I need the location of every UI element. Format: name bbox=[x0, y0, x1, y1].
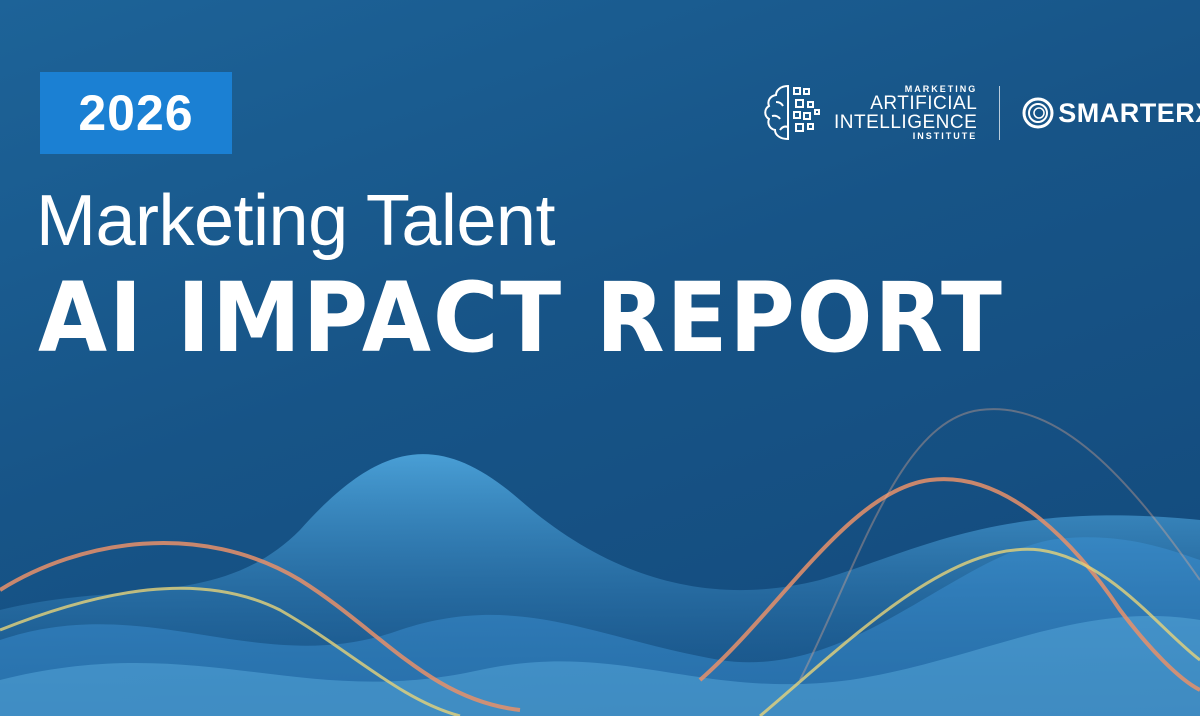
maii-logo: MARKETING ARTIFICIAL INTELLIGENCE INSTIT… bbox=[760, 80, 977, 146]
brain-icon bbox=[764, 84, 820, 141]
title-line-1: Marketing Talent bbox=[36, 181, 555, 261]
wave-orange bbox=[0, 477, 1200, 712]
decorative-waves bbox=[0, 408, 1200, 716]
maii-small-top: MARKETING bbox=[904, 84, 978, 94]
wave-blue-1 bbox=[0, 454, 1200, 716]
wave-faint-orange bbox=[799, 408, 1200, 681]
smarterx-ring-icon bbox=[1022, 97, 1054, 129]
maii-line-1: ARTIFICIAL bbox=[870, 93, 978, 114]
year-text: 2026 bbox=[78, 85, 194, 141]
smarterx-name: SMARTERX bbox=[1058, 97, 1200, 128]
wave-yellow bbox=[0, 547, 1200, 716]
wave-blue-2 bbox=[0, 537, 1200, 716]
year-badge: 2026 bbox=[40, 72, 232, 154]
wave-blue-3 bbox=[0, 615, 1200, 716]
title-line-2: AI IMPACT REPORT bbox=[38, 262, 1004, 374]
maii-small-bottom: INSTITUTE bbox=[912, 131, 978, 141]
logo-bar: MARKETING ARTIFICIAL INTELLIGENCE INSTIT… bbox=[760, 78, 1200, 148]
smarterx-logo: SMARTERX bbox=[1022, 97, 1200, 129]
logo-divider bbox=[999, 86, 1001, 140]
maii-line-2: INTELLIGENCE bbox=[834, 112, 978, 133]
